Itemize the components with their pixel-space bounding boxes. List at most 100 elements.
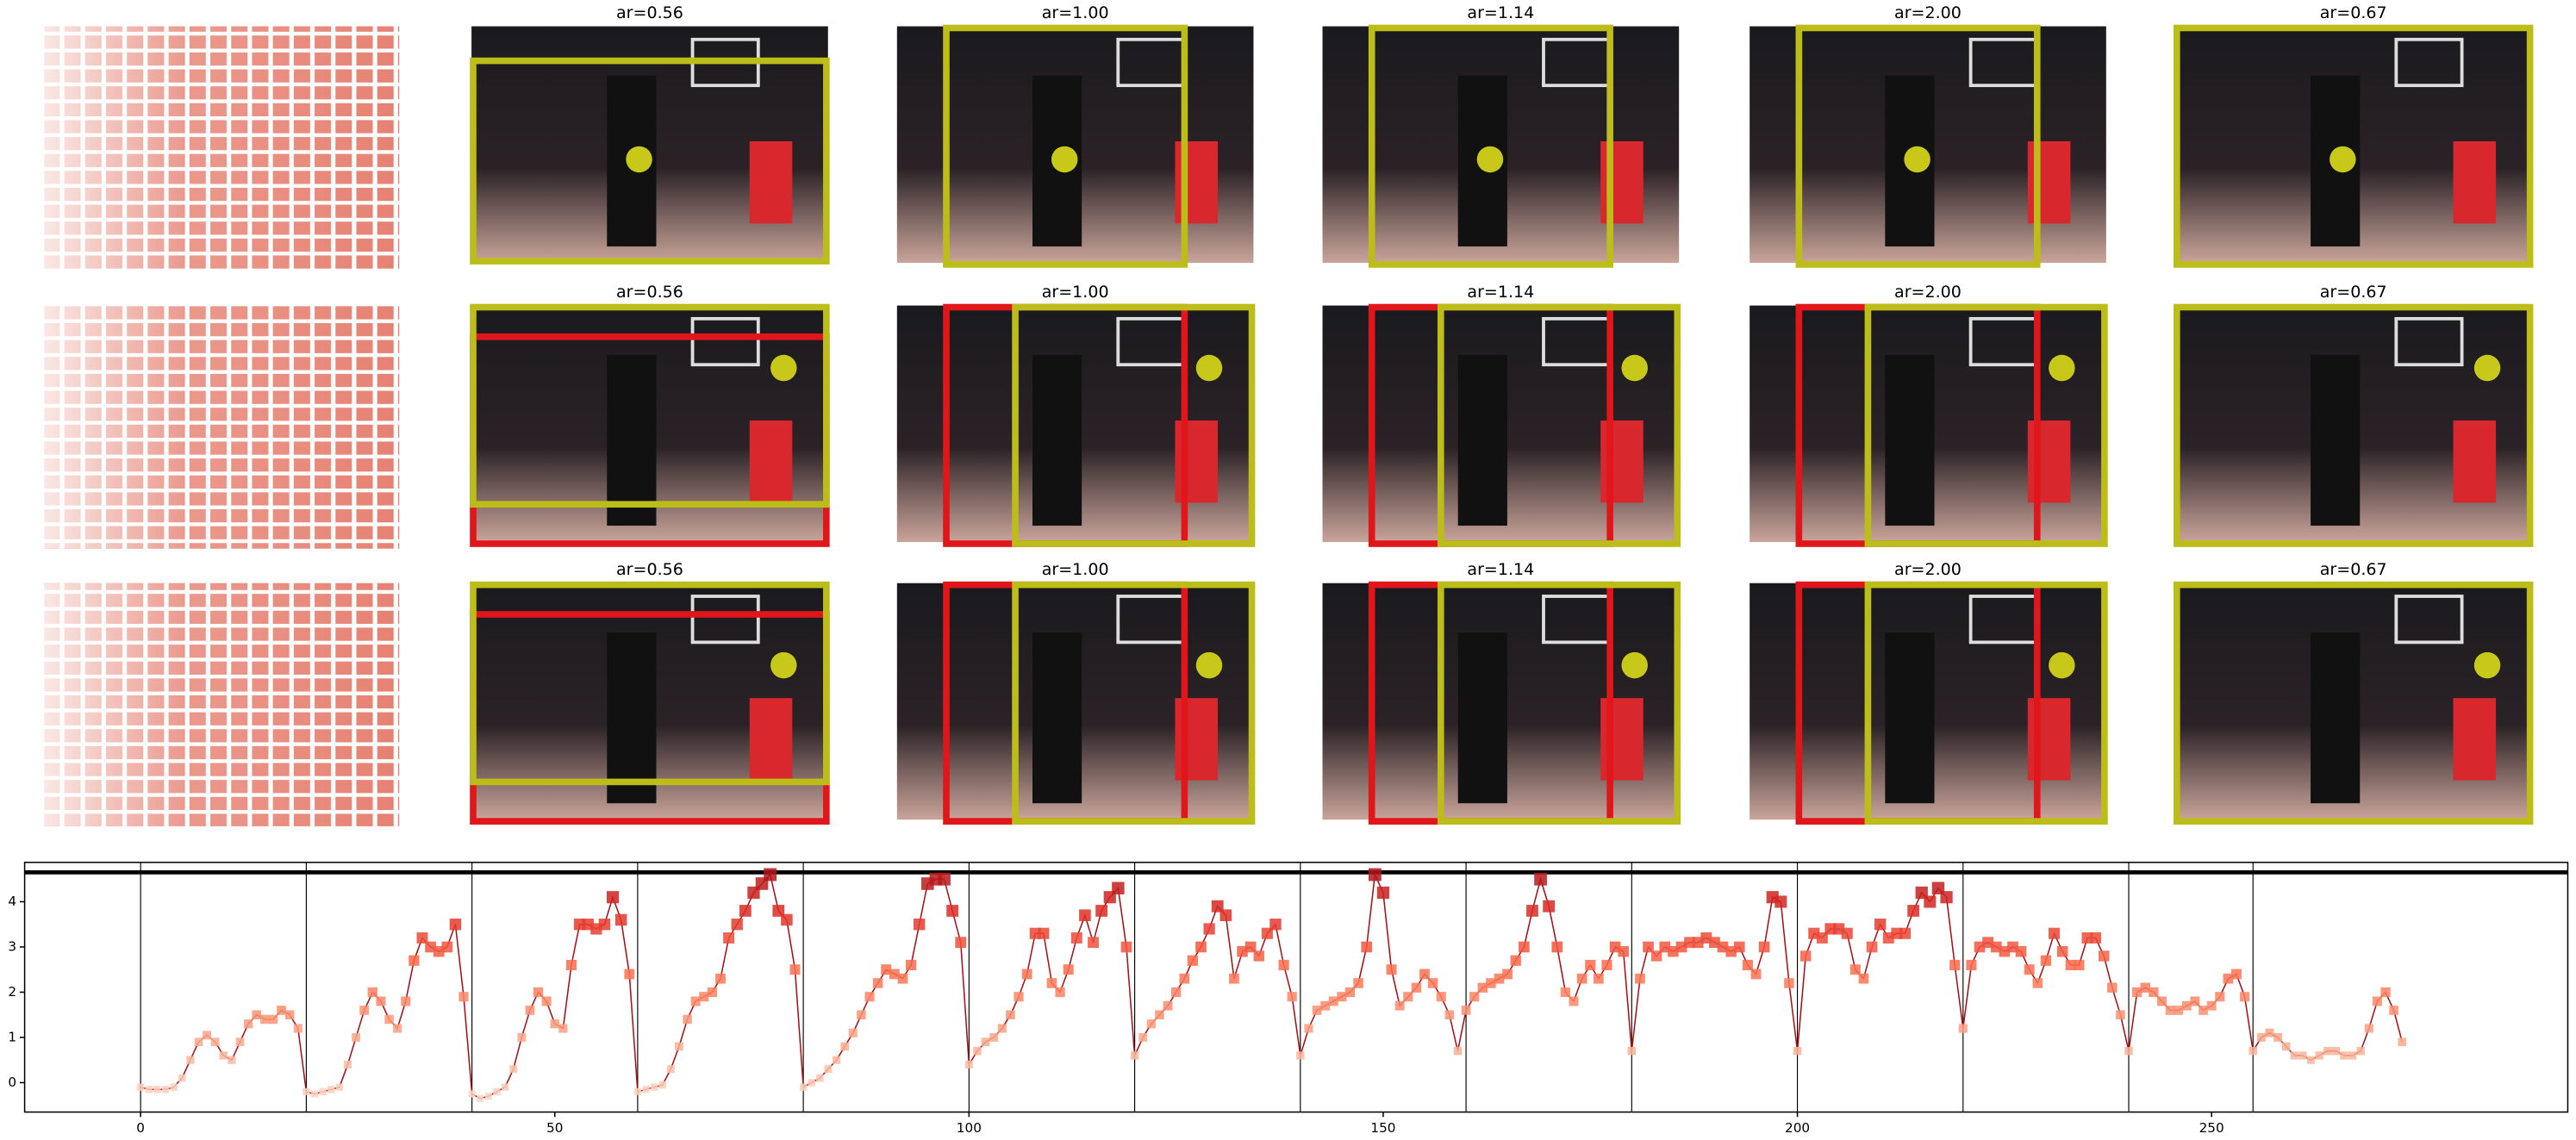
y-tick-label: 1: [8, 1029, 16, 1044]
marker: [277, 1006, 286, 1015]
marker: [1519, 941, 1530, 953]
marker: [1569, 996, 1579, 1006]
marker: [2290, 1051, 2298, 1060]
marker: [2124, 1046, 2133, 1056]
marker: [1627, 1046, 1637, 1056]
red-stand: [2453, 140, 2497, 224]
marker: [1055, 987, 1065, 998]
marker: [441, 941, 453, 953]
pos-box: [470, 303, 830, 508]
anchor-center: [2473, 651, 2501, 679]
marker: [2099, 950, 2110, 962]
marker: [981, 1037, 990, 1047]
panel-title: ar=0.56: [616, 3, 683, 22]
marker: [1874, 919, 1887, 931]
marker: [2223, 973, 2234, 984]
marker: [2281, 1042, 2291, 1051]
marker: [1841, 927, 1853, 939]
anchor-box: [470, 57, 830, 265]
marker: [683, 1014, 692, 1025]
marker: [1990, 941, 2002, 953]
marker: [1155, 1010, 1164, 1020]
marker: [260, 1014, 270, 1025]
robot: [2311, 632, 2361, 804]
marker: [1386, 964, 1397, 975]
marker: [1063, 964, 1074, 975]
marker: [194, 1037, 203, 1047]
marker: [393, 1024, 402, 1033]
marker: [2132, 987, 2143, 998]
marker: [799, 1083, 808, 1091]
hoop: [2394, 316, 2464, 367]
marker: [1668, 945, 1679, 957]
marker: [2380, 987, 2391, 998]
marker: [1095, 905, 1108, 917]
anchor-center: [1904, 146, 1930, 173]
x-tick-label: 100: [957, 1120, 982, 1136]
marker: [624, 969, 635, 980]
heatmap-shade: [44, 305, 400, 549]
marker: [1601, 959, 1612, 971]
hoop: [690, 316, 760, 367]
marker: [2206, 1000, 2217, 1011]
marker: [2306, 1056, 2316, 1064]
marker: [1179, 973, 1190, 984]
marker: [1958, 1024, 1968, 1033]
marker: [2032, 978, 2043, 988]
marker: [1966, 959, 1977, 971]
marker: [658, 1081, 666, 1089]
marker: [1419, 969, 1430, 980]
marker: [533, 987, 544, 998]
marker: [2249, 1046, 2257, 1056]
red-stand: [749, 420, 793, 503]
marker: [268, 1014, 278, 1025]
marker: [1394, 1000, 1405, 1011]
marker: [2356, 1046, 2365, 1056]
panel-title: ar=2.00: [1894, 560, 1962, 579]
marker: [558, 1024, 568, 1033]
marker: [1858, 973, 1869, 984]
marker: [1675, 941, 1687, 953]
marker: [1146, 1019, 1156, 1029]
marker: [1486, 978, 1496, 988]
marker: [449, 919, 462, 931]
marker: [2265, 1028, 2274, 1037]
marker: [1138, 1033, 1148, 1042]
marker: [425, 941, 436, 953]
marker: [938, 872, 951, 886]
marker: [493, 1087, 501, 1096]
marker: [2149, 987, 2159, 998]
marker: [1793, 1046, 1802, 1056]
marker: [872, 978, 883, 988]
marker: [2398, 1037, 2407, 1047]
marker: [2056, 945, 2068, 957]
anchor-center: [770, 651, 797, 679]
anchor-center: [626, 146, 652, 173]
marker: [1534, 872, 1547, 886]
pos-box: [2173, 303, 2534, 547]
marker: [633, 1087, 642, 1096]
anchor-center: [2049, 354, 2075, 382]
marker: [1038, 927, 1050, 939]
marker: [781, 913, 793, 926]
robot: [1885, 354, 1935, 526]
marker: [1203, 923, 1215, 935]
marker: [1733, 941, 1745, 953]
panel-title: ar=0.56: [616, 283, 683, 302]
marker: [2199, 1006, 2208, 1015]
marker: [1353, 978, 1363, 988]
marker: [2107, 982, 2118, 993]
marker: [335, 1083, 344, 1091]
marker: [1444, 1010, 1455, 1020]
marker: [690, 996, 701, 1006]
marker: [1924, 895, 1937, 908]
marker: [973, 1046, 982, 1056]
marker: [458, 992, 469, 1002]
anchor-center: [2049, 651, 2075, 679]
marker: [1709, 937, 1720, 949]
robot: [1885, 632, 1935, 804]
marker: [293, 1024, 303, 1033]
marker: [2165, 1006, 2175, 1015]
panel-title: ar=1.14: [1467, 560, 1534, 579]
